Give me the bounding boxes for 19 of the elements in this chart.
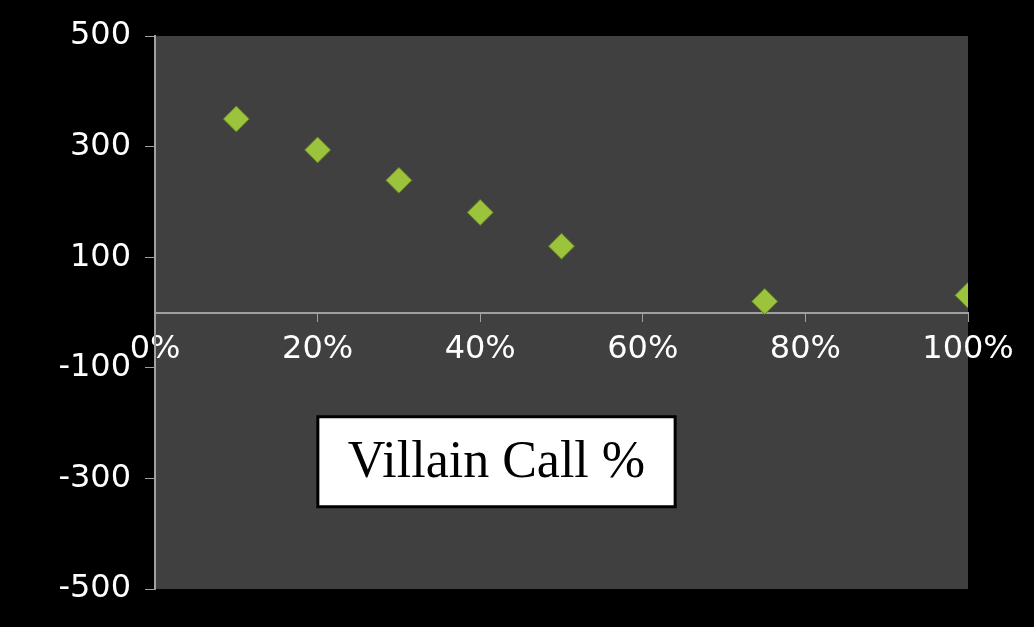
point <box>466 198 494 226</box>
point <box>304 136 332 164</box>
x-tick-label: 40% <box>444 328 516 367</box>
point <box>751 287 779 315</box>
point <box>222 105 250 133</box>
y-tick-label: 500 <box>69 14 131 53</box>
x-tick-label: 0% <box>129 328 181 367</box>
x-tick-label: 60% <box>607 328 679 367</box>
x-axis-title: Villain Call % <box>347 431 646 489</box>
x-tick-label: 100% <box>922 328 1014 367</box>
point <box>548 232 575 260</box>
y-tick-label: -300 <box>58 456 131 495</box>
y-tick-label: 300 <box>69 124 131 163</box>
y-tick-label: -500 <box>58 567 131 606</box>
y-tick-label: 100 <box>69 235 131 274</box>
x-tick-label: 80% <box>769 328 841 367</box>
x-tick-label: 20% <box>282 328 354 367</box>
point <box>385 166 413 194</box>
y-tick-label: -100 <box>58 346 131 385</box>
